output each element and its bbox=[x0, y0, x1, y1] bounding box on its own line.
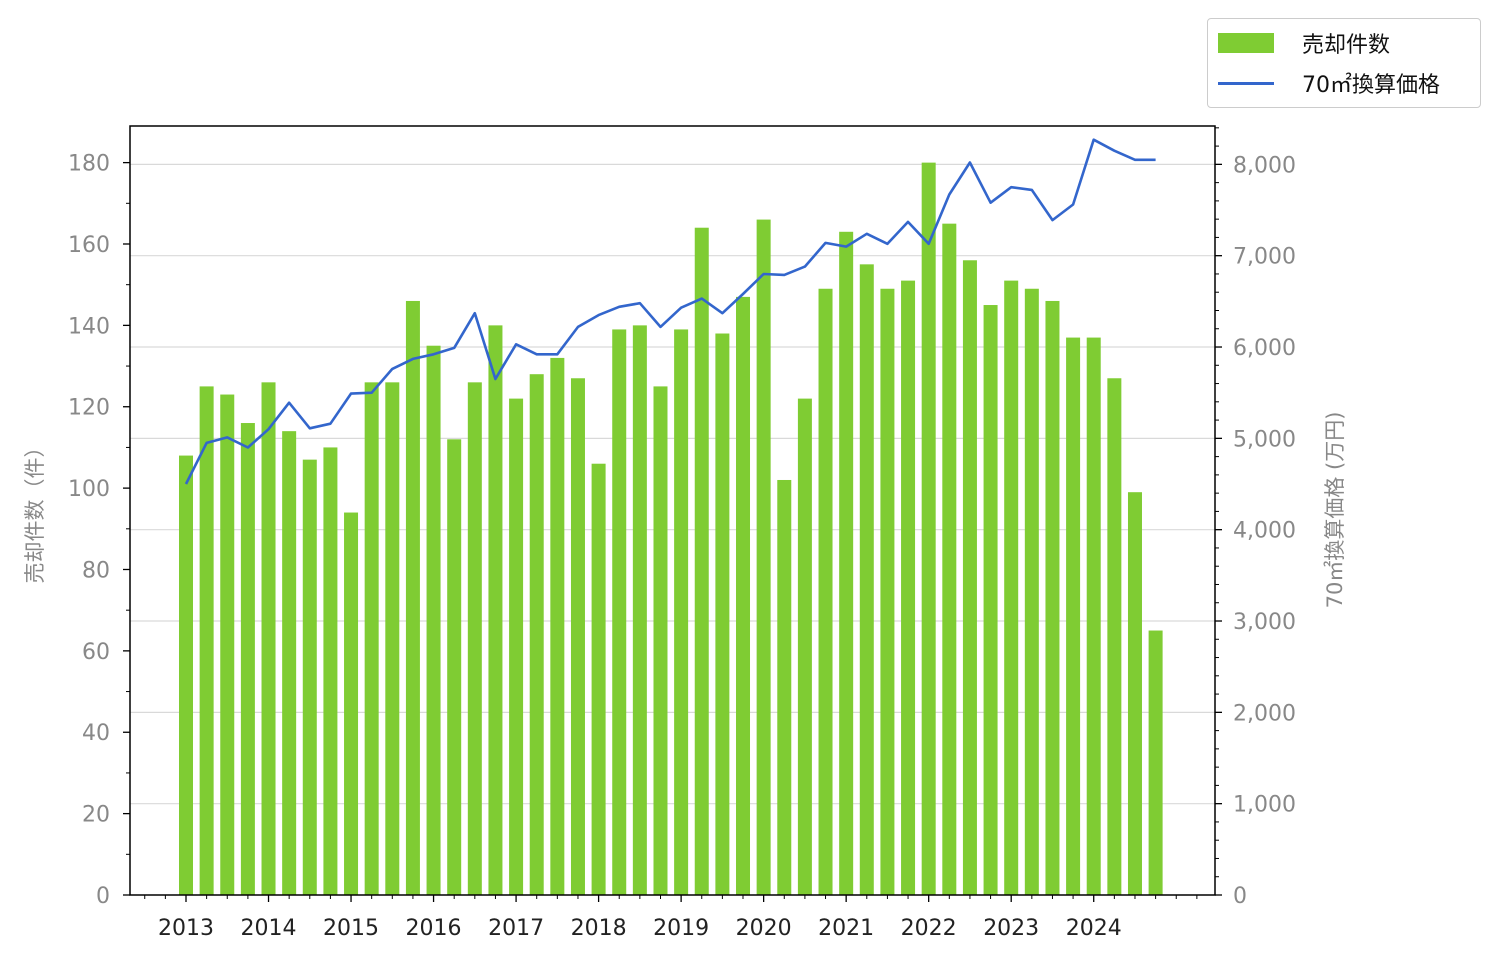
right-tick-label: 7,000 bbox=[1233, 245, 1296, 270]
bar bbox=[344, 512, 359, 895]
x-tick-label: 2023 bbox=[983, 916, 1039, 941]
bar bbox=[859, 264, 874, 895]
bar bbox=[1086, 337, 1101, 895]
bar bbox=[632, 325, 647, 895]
bar bbox=[550, 357, 565, 895]
left-axis: 0 20 40 60 80 100 120 140 160 180 bbox=[68, 152, 130, 909]
bar bbox=[467, 382, 482, 895]
bar bbox=[1004, 280, 1019, 895]
bar bbox=[880, 288, 895, 895]
bar bbox=[405, 300, 420, 896]
bar bbox=[570, 378, 585, 896]
plot-frame bbox=[129, 125, 1216, 896]
bar bbox=[220, 394, 235, 895]
x-tick-label: 2021 bbox=[818, 916, 874, 941]
x-axis: 2013 2014 2015 2016 2017 2018 2019 2020 2021 2022… bbox=[144, 895, 1198, 941]
bar bbox=[261, 382, 276, 895]
bar bbox=[426, 345, 441, 895]
bar bbox=[179, 455, 193, 895]
x-tick-label: 2022 bbox=[901, 916, 957, 941]
bar bbox=[942, 223, 957, 896]
bar bbox=[901, 280, 916, 895]
right-tick-label: 0 bbox=[1233, 884, 1247, 909]
legend: 売却件数 70㎡換算価格 bbox=[1207, 18, 1481, 108]
bar bbox=[777, 479, 792, 895]
bar bbox=[1148, 630, 1163, 895]
legend-bar-label: 売却件数 bbox=[1302, 33, 1391, 58]
bar bbox=[694, 227, 709, 895]
bar bbox=[983, 305, 998, 895]
x-tick-label: 2024 bbox=[1066, 916, 1122, 941]
legend-bar-swatch bbox=[1218, 33, 1274, 53]
bar bbox=[509, 398, 524, 895]
left-tick-label: 0 bbox=[96, 884, 110, 909]
bar bbox=[591, 463, 606, 895]
left-tick-label: 120 bbox=[68, 396, 110, 421]
x-tick-label: 2016 bbox=[406, 916, 462, 941]
line-series bbox=[184, 138, 1156, 485]
right-tick-label: 3,000 bbox=[1233, 610, 1296, 635]
bar bbox=[736, 296, 751, 895]
right-tick-label: 8,000 bbox=[1233, 153, 1296, 178]
right-tick-label: 4,000 bbox=[1233, 519, 1296, 544]
bar bbox=[921, 162, 936, 896]
x-tick-label: 2017 bbox=[488, 916, 544, 941]
legend-item-line: 70㎡換算価格 bbox=[1218, 68, 1440, 98]
bar bbox=[1045, 300, 1060, 896]
bar bbox=[1066, 337, 1081, 895]
bar bbox=[240, 423, 255, 895]
x-tick-label: 2015 bbox=[323, 916, 379, 941]
bar bbox=[653, 386, 668, 895]
bar bbox=[199, 386, 214, 895]
right-tick-label: 5,000 bbox=[1233, 427, 1296, 452]
x-tick-label: 2020 bbox=[736, 916, 792, 941]
left-tick-label: 20 bbox=[82, 803, 110, 828]
bar bbox=[385, 382, 400, 895]
bar bbox=[715, 333, 730, 895]
bar-series bbox=[179, 162, 1163, 896]
bar bbox=[797, 398, 812, 895]
bar bbox=[1024, 288, 1039, 895]
bar bbox=[488, 325, 503, 895]
right-axis: 0 1,000 2,000 3,000 4,000 5,000 6,000 7,000 8,00… bbox=[1215, 127, 1296, 909]
bar bbox=[447, 439, 462, 895]
right-axis-title: 70㎡換算価格 (万円) bbox=[1323, 412, 1347, 609]
x-tick-label: 2018 bbox=[571, 916, 627, 941]
bar bbox=[612, 329, 627, 895]
legend-line-swatch bbox=[1218, 81, 1274, 85]
legend-line-label: 70㎡換算価格 bbox=[1302, 73, 1440, 98]
left-tick-label: 40 bbox=[82, 721, 110, 746]
bar bbox=[962, 260, 977, 895]
left-tick-label: 60 bbox=[82, 640, 110, 665]
left-tick-label: 80 bbox=[82, 558, 110, 583]
right-tick-label: 1,000 bbox=[1233, 793, 1296, 818]
right-tick-label: 2,000 bbox=[1233, 701, 1296, 726]
bar bbox=[839, 231, 854, 896]
left-tick-label: 100 bbox=[68, 477, 110, 502]
bar bbox=[282, 431, 297, 895]
bar bbox=[756, 219, 771, 895]
bar bbox=[302, 459, 317, 895]
bar bbox=[364, 382, 379, 895]
legend-item-bar: 売却件数 bbox=[1218, 28, 1390, 58]
bar bbox=[1127, 492, 1142, 895]
x-tick-label: 2014 bbox=[241, 916, 297, 941]
bar bbox=[529, 374, 544, 895]
bar bbox=[323, 447, 338, 895]
bar bbox=[1107, 378, 1122, 896]
left-tick-label: 160 bbox=[68, 233, 110, 258]
right-tick-label: 6,000 bbox=[1233, 336, 1296, 361]
bar bbox=[674, 329, 689, 895]
bar bbox=[818, 288, 833, 895]
price-line bbox=[184, 138, 1156, 485]
x-tick-label: 2013 bbox=[158, 916, 214, 941]
x-tick-label: 2019 bbox=[653, 916, 709, 941]
left-tick-label: 140 bbox=[68, 314, 110, 339]
left-tick-label: 180 bbox=[68, 152, 110, 177]
left-axis-title: 売却件数（件） bbox=[23, 437, 47, 584]
